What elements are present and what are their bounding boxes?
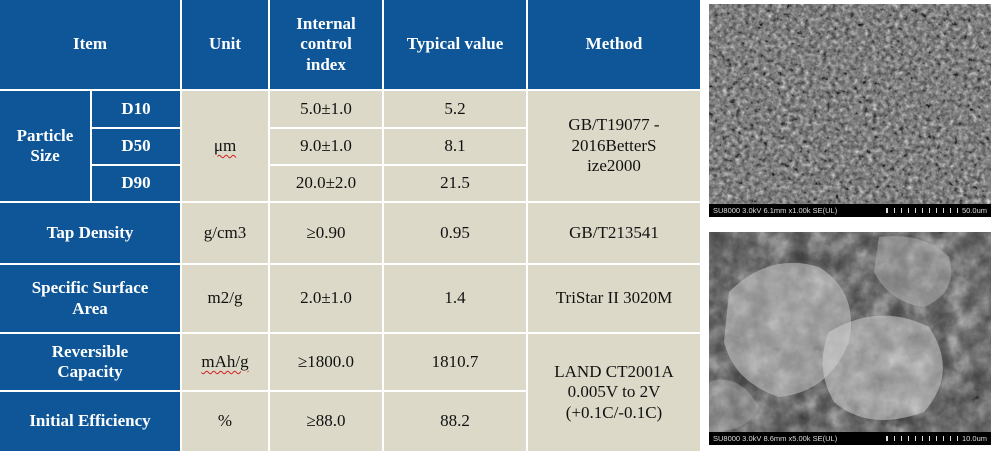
capacity-internal-text: ≥1800.0 — [297, 351, 355, 371]
sem-info-bar-2: SU8000 3.0kV 8.6mm x5.00k SE(UL) 10.0um — [709, 432, 991, 445]
d10-internal-text: 5.0±1.0 — [300, 98, 352, 118]
ssa-unit: m2/g — [182, 265, 268, 332]
sem-image-flakes: SU8000 3.0kV 8.6mm x5.00k SE(UL) 10.0um — [709, 232, 991, 445]
efficiency-internal: ≥88.0 — [270, 392, 382, 451]
header-typical-text: Typical value — [406, 34, 504, 54]
scale-bar-icon — [885, 436, 958, 441]
capacity-unit-text: mAh/g — [201, 351, 249, 371]
capacity-unit: mAh/g — [182, 334, 268, 390]
d10-name-text: D10 — [121, 98, 151, 118]
particle-size-unit: μm — [182, 91, 268, 201]
land-method-text: LAND CT2001A 0.005V to 2V (+0.1C/-0.1C) — [554, 361, 674, 422]
sem-info-1: SU8000 3.0kV 6.1mm x1.00k SE(UL) — [713, 206, 838, 215]
particle-size-unit-text: μm — [213, 135, 237, 155]
particle-size-method: GB/T19077 - 2016BetterS ize2000 — [528, 91, 700, 201]
sem-info-bar-1: SU8000 3.0kV 6.1mm x1.00k SE(UL) 50.0um — [709, 204, 991, 217]
d50-internal: 9.0±1.0 — [270, 129, 382, 164]
sem-scale-text-1: 50.0um — [961, 206, 987, 215]
ssa-typical-text: 1.4 — [444, 288, 466, 308]
scale-bar-icon — [885, 208, 958, 213]
particle-size-method-text: GB/T19077 - 2016BetterS ize2000 — [568, 115, 660, 176]
header-item: Item — [0, 0, 180, 89]
d90-name-text: D90 — [121, 173, 151, 193]
efficiency-typical-text: 88.2 — [440, 411, 470, 431]
efficiency-label-text: Initial Efficiency — [29, 411, 151, 431]
ssa-method-text: TriStar II 3020M — [555, 288, 673, 308]
header-method-text: Method — [585, 34, 643, 54]
efficiency-unit-text: % — [217, 411, 233, 431]
header-internal: Internal control index — [270, 0, 382, 89]
header-unit-text: Unit — [208, 34, 242, 54]
ssa-label: Specific Surface Area — [0, 265, 180, 332]
tap-density-unit-text: g/cm3 — [203, 222, 247, 242]
capacity-label-text: Reversible Capacity — [51, 341, 129, 381]
header-unit: Unit — [182, 0, 268, 89]
header-item-text: Item — [73, 34, 107, 54]
capacity-typical-text: 1810.7 — [431, 351, 479, 371]
sem-scale-text-2: 10.0um — [961, 434, 987, 443]
tap-density-typical-text: 0.95 — [440, 222, 470, 242]
d50-typical: 8.1 — [384, 129, 526, 164]
ssa-method: TriStar II 3020M — [528, 265, 700, 332]
sem-scale-2: 10.0um — [885, 434, 987, 443]
flakes-texture — [709, 232, 991, 432]
sem-info-2: SU8000 3.0kV 8.6mm x5.00k SE(UL) — [713, 434, 838, 443]
ssa-internal: 2.0±1.0 — [270, 265, 382, 332]
capacity-label: Reversible Capacity — [0, 334, 180, 390]
tap-density-label: Tap Density — [0, 203, 180, 263]
tap-density-label-text: Tap Density — [46, 222, 134, 242]
row-d10-name: D10 — [92, 91, 180, 127]
efficiency-label: Initial Efficiency — [0, 392, 180, 451]
ssa-internal-text: 2.0±1.0 — [300, 288, 352, 308]
tap-density-internal: ≥0.90 — [270, 203, 382, 263]
particles-texture — [709, 4, 991, 204]
efficiency-unit: % — [182, 392, 268, 451]
d50-internal-text: 9.0±1.0 — [300, 136, 352, 156]
d90-typical: 21.5 — [384, 166, 526, 201]
d10-internal: 5.0±1.0 — [270, 91, 382, 127]
row-d90-name: D90 — [92, 166, 180, 201]
d90-internal-text: 20.0±2.0 — [295, 173, 357, 193]
header-typical: Typical value — [384, 0, 526, 89]
ssa-unit-text: m2/g — [207, 288, 243, 308]
particle-size-label: Particle Size — [0, 91, 90, 201]
header-internal-text: Internal control index — [296, 13, 356, 74]
tap-density-typical: 0.95 — [384, 203, 526, 263]
ssa-label-text: Specific Surface Area — [31, 278, 149, 318]
d50-name-text: D50 — [121, 136, 151, 156]
d10-typical: 5.2 — [384, 91, 526, 127]
efficiency-typical: 88.2 — [384, 392, 526, 451]
row-d50-name: D50 — [92, 129, 180, 164]
sem-scale-1: 50.0um — [885, 206, 987, 215]
tap-density-internal-text: ≥0.90 — [306, 222, 346, 242]
tap-density-unit: g/cm3 — [182, 203, 268, 263]
header-method: Method — [528, 0, 700, 89]
d90-typical-text: 21.5 — [440, 173, 470, 193]
d90-internal: 20.0±2.0 — [270, 166, 382, 201]
particle-size-label-text: Particle Size — [16, 125, 74, 165]
capacity-internal: ≥1800.0 — [270, 334, 382, 390]
sem-image-particles: SU8000 3.0kV 6.1mm x1.00k SE(UL) 50.0um — [709, 4, 991, 217]
capacity-typical: 1810.7 — [384, 334, 526, 390]
tap-density-method-text: GB/T213541 — [569, 222, 659, 242]
efficiency-internal-text: ≥88.0 — [306, 411, 346, 431]
d50-typical-text: 8.1 — [444, 136, 466, 156]
tap-density-method: GB/T213541 — [528, 203, 700, 263]
ssa-typical: 1.4 — [384, 265, 526, 332]
land-method: LAND CT2001A 0.005V to 2V (+0.1C/-0.1C) — [528, 334, 700, 451]
d10-typical-text: 5.2 — [444, 98, 466, 118]
spec-table: Item Unit Internal control index Typical… — [0, 0, 700, 451]
